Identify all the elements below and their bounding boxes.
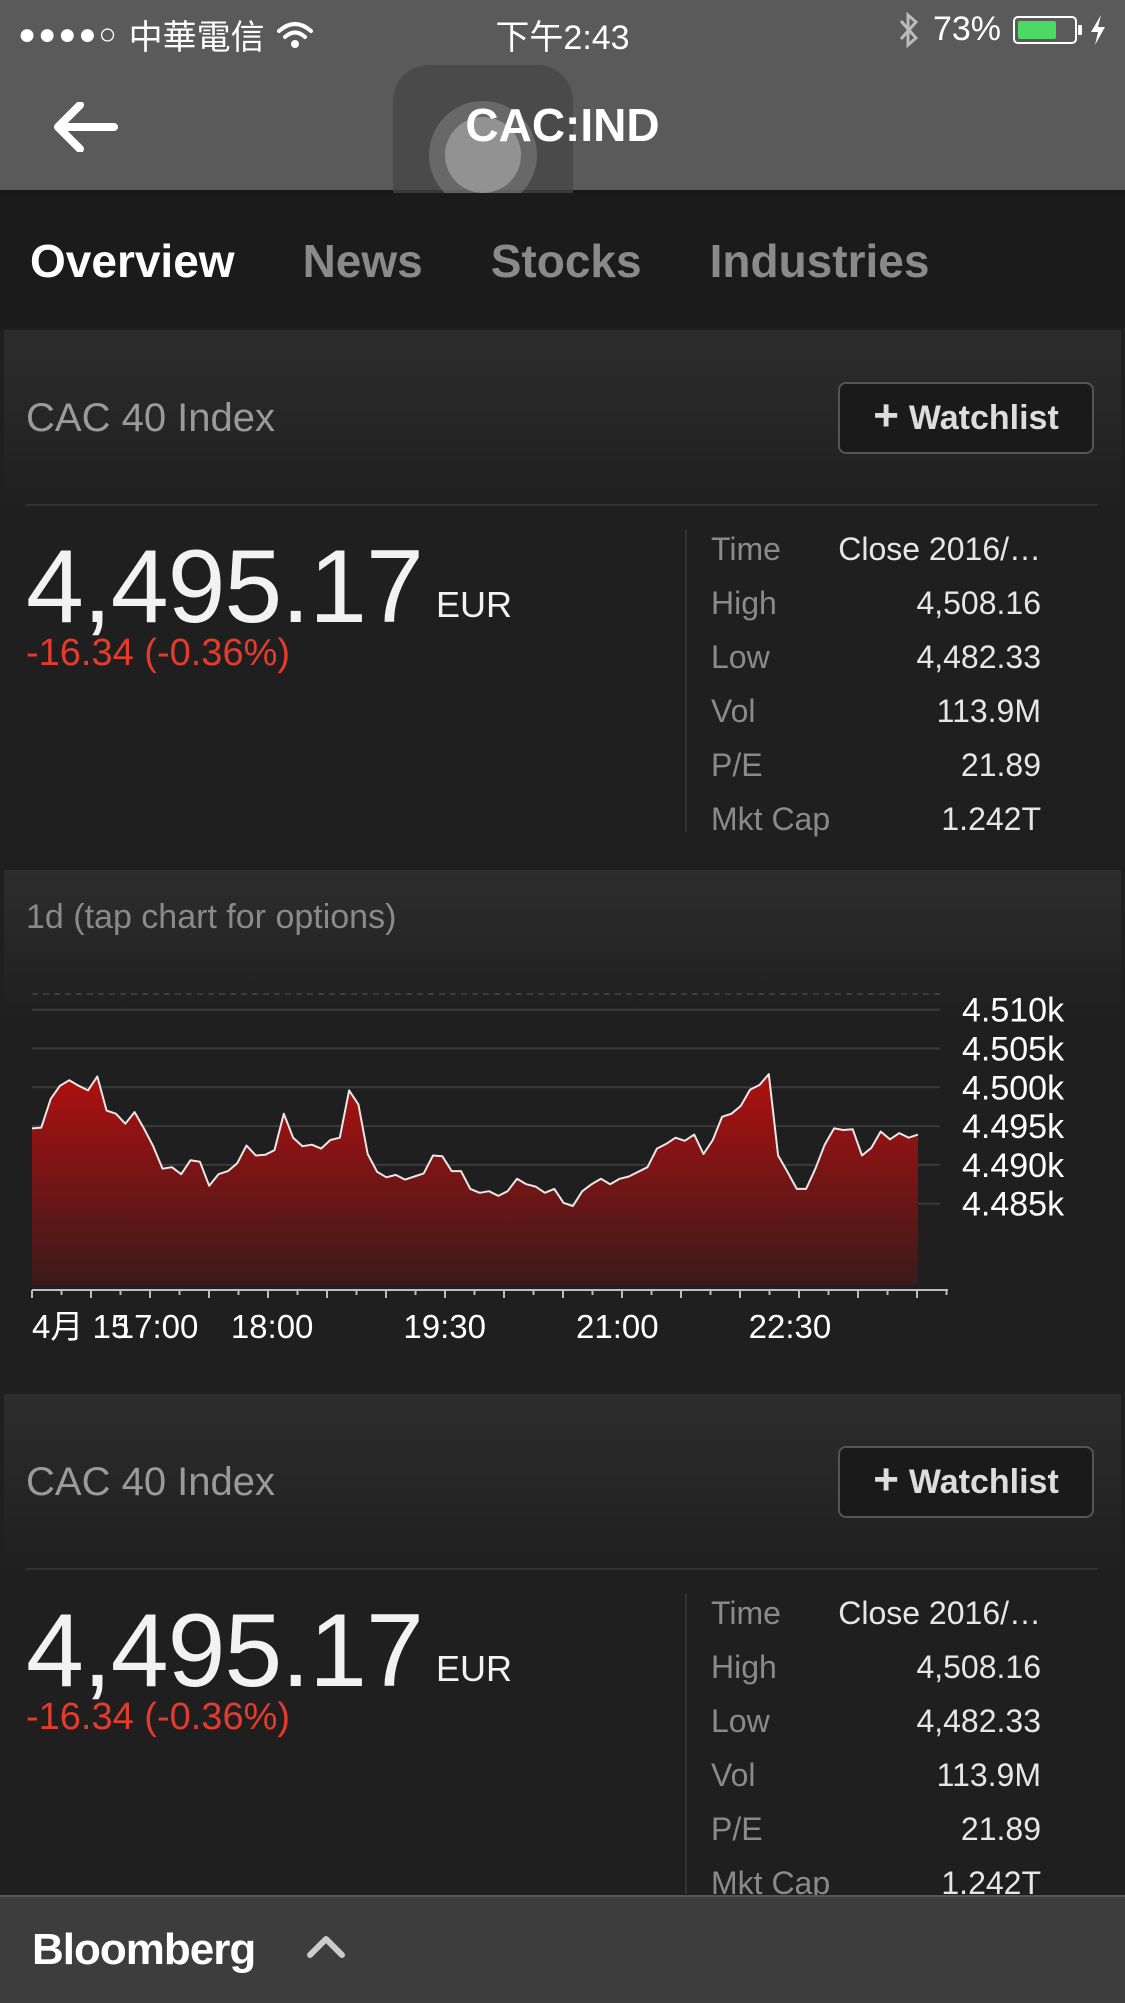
- wifi-icon: [276, 21, 313, 48]
- bluetooth-icon: [899, 11, 919, 48]
- stat-label: P/E: [711, 1811, 763, 1847]
- y-tick-label: 4.490k: [962, 1147, 1065, 1185]
- bottom-bar[interactable]: Bloomberg: [0, 1895, 1125, 2003]
- stat-value: 4,508.16: [916, 585, 1041, 621]
- x-tick-label: 21:00: [576, 1308, 659, 1345]
- stat-label: P/E: [711, 747, 763, 783]
- add-watchlist-button[interactable]: + Watchlist: [838, 382, 1094, 454]
- stat-row-vol: Vol 113.9M: [711, 693, 1041, 747]
- status-left: ●●●●○ 中華電信: [18, 10, 315, 59]
- price-currency: EUR: [436, 584, 513, 625]
- tab-overview[interactable]: Overview: [30, 234, 235, 287]
- stat-row-time: Time Close 2016/…: [711, 531, 1041, 585]
- tab-bar: Overview News Stocks Industries: [0, 193, 1125, 328]
- chevron-up-icon[interactable]: [306, 1931, 346, 1961]
- x-tick-label: 4月 15: [32, 1308, 129, 1345]
- bloomberg-logo: Bloomberg: [32, 1925, 256, 1974]
- tab-stocks[interactable]: Stocks: [490, 234, 642, 287]
- carrier-name: 中華電信: [128, 19, 265, 57]
- x-tick-label: 19:30: [403, 1308, 486, 1345]
- battery-percent: 73%: [932, 10, 1001, 48]
- watchlist-label: Watchlist: [908, 1462, 1059, 1501]
- index-name: CAC 40 Index: [26, 396, 276, 440]
- stats-divider: [685, 530, 687, 832]
- battery-fill: [1018, 20, 1056, 39]
- price-value: 4,495.17: [26, 529, 424, 645]
- chart-header: [4, 870, 1121, 1020]
- status-right: 73%: [897, 10, 1107, 49]
- divider: [26, 504, 1098, 506]
- stat-row-mkt-cap: Mkt Cap 1.242T: [711, 801, 1041, 855]
- stat-label: Mkt Cap: [711, 801, 831, 837]
- divider: [26, 1568, 1098, 1570]
- price-value: 4,495.17: [26, 1593, 424, 1709]
- stat-value: 1.242T: [941, 801, 1041, 837]
- price-currency: EUR: [436, 1648, 513, 1689]
- stat-row-high: High 4,508.16: [711, 585, 1041, 639]
- watchlist-label: Watchlist: [908, 398, 1059, 437]
- chart-caption[interactable]: 1d (tap chart for options): [26, 898, 397, 936]
- tab-news[interactable]: News: [302, 234, 423, 287]
- y-tick-label: 4.495k: [962, 1108, 1065, 1146]
- stat-label: Low: [711, 1703, 770, 1739]
- stat-row-pe: P/E 21.89: [711, 1811, 1041, 1865]
- plus-icon: +: [873, 1455, 899, 1504]
- stat-label: Vol: [711, 1757, 756, 1793]
- index-name: CAC 40 Index: [26, 1460, 276, 1504]
- stat-value: 4,482.33: [916, 1703, 1041, 1739]
- signal-strength-icon: ●●●●○: [18, 17, 119, 51]
- stat-row-vol: Vol 113.9M: [711, 1757, 1041, 1811]
- stat-label: Time: [711, 1595, 781, 1631]
- chart-area: [32, 1074, 918, 1285]
- add-watchlist-button[interactable]: + Watchlist: [838, 1446, 1094, 1518]
- stats-divider: [685, 1594, 687, 1894]
- stat-row-pe: P/E 21.89: [711, 747, 1041, 801]
- y-tick-label: 4.500k: [962, 1069, 1065, 1107]
- stat-label: Vol: [711, 693, 756, 729]
- price-change: -16.34 (-0.36%): [26, 632, 291, 674]
- x-tick-label: 22:30: [749, 1308, 832, 1345]
- stat-label: Low: [711, 639, 770, 675]
- plus-icon: +: [873, 391, 899, 440]
- battery-icon: [1013, 15, 1082, 44]
- nav-bar: CAC:IND: [0, 60, 1125, 245]
- page-title: CAC:IND: [465, 99, 660, 151]
- tab-industries[interactable]: Industries: [709, 234, 930, 287]
- stat-label: High: [711, 1649, 777, 1685]
- stat-label: High: [711, 585, 777, 621]
- y-tick-label: 4.510k: [962, 992, 1065, 1030]
- stat-value: 4,508.16: [916, 1649, 1041, 1685]
- stat-row-high: High 4,508.16: [711, 1649, 1041, 1703]
- status-time: 下午2:43: [495, 19, 630, 57]
- y-tick-label: 4.505k: [962, 1031, 1065, 1069]
- stat-value: Close 2016/…: [838, 1595, 1041, 1631]
- stat-row-time: Time Close 2016/…: [711, 1595, 1041, 1649]
- stat-value: 21.89: [960, 747, 1041, 783]
- charging-icon: [1091, 14, 1105, 45]
- stat-label: Time: [711, 531, 781, 567]
- stat-value: 21.89: [960, 1811, 1041, 1847]
- stat-value: 113.9M: [936, 1757, 1041, 1793]
- stat-value: 4,482.33: [916, 639, 1041, 675]
- y-tick-label: 4.485k: [962, 1186, 1065, 1224]
- x-tick-label: 17:00: [116, 1308, 199, 1345]
- price-change: -16.34 (-0.36%): [26, 1696, 291, 1738]
- x-tick-label: 18:00: [231, 1308, 314, 1345]
- stat-row-low: Low 4,482.33: [711, 639, 1041, 693]
- stat-value: Close 2016/…: [838, 531, 1041, 567]
- stat-value: 113.9M: [936, 693, 1041, 729]
- back-arrow-icon[interactable]: [50, 102, 120, 152]
- stat-row-low: Low 4,482.33: [711, 1703, 1041, 1757]
- chart-line: [31, 1073, 919, 1207]
- status-bar: ●●●●○ 中華電信 下午2:43 73%: [0, 0, 1125, 60]
